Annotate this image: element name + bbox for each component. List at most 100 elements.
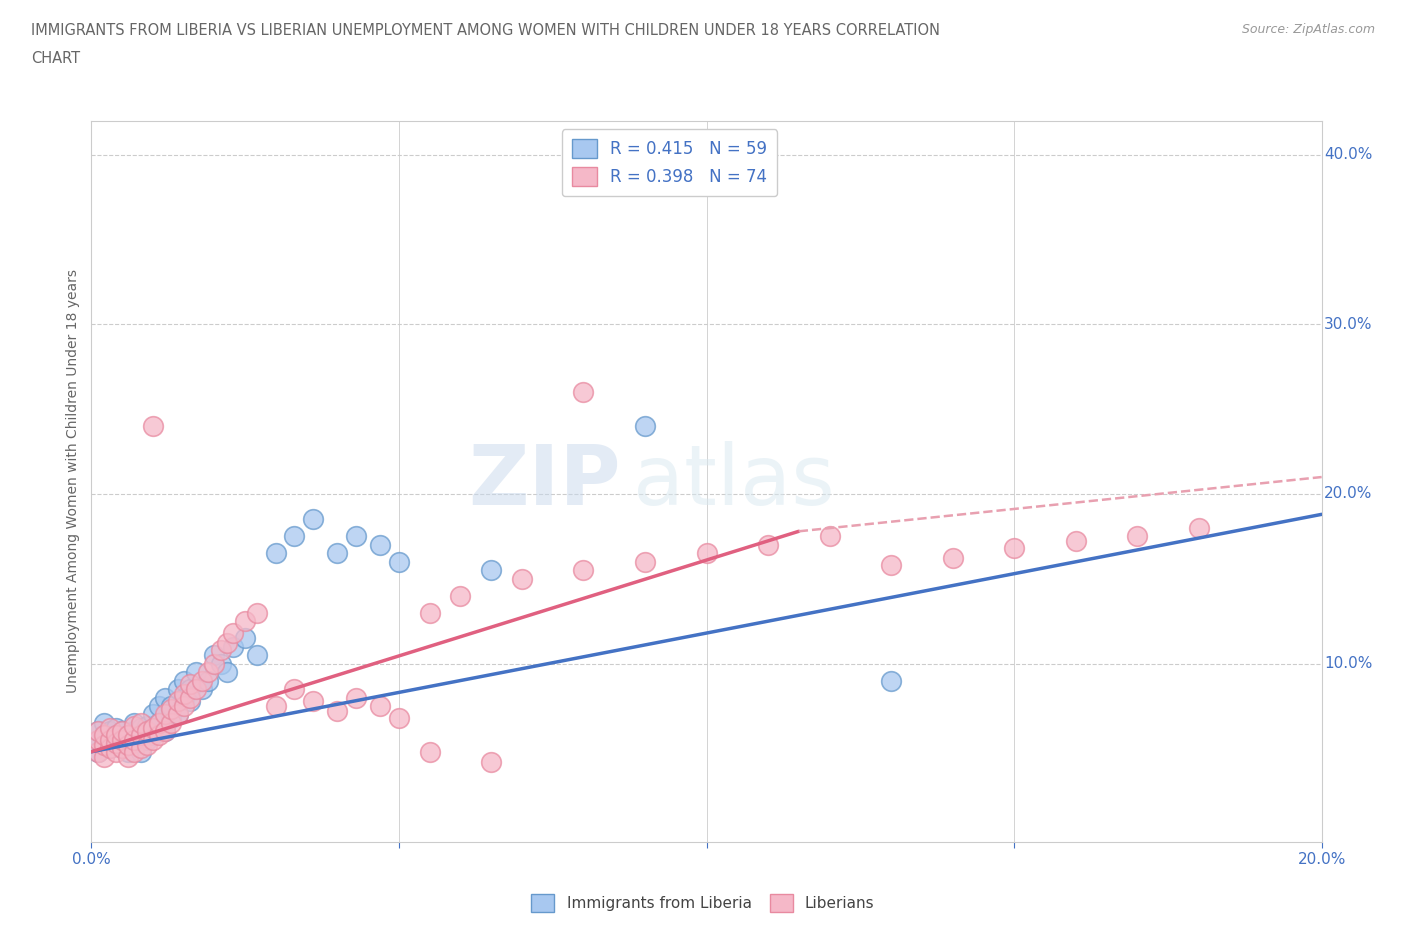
Point (1126, 529, 1149, 544)
Point (479, 563, 502, 578)
Text: atlas: atlas (633, 441, 834, 522)
Point (117, 727, 139, 742)
Point (142, 707, 165, 722)
Point (86, 733, 108, 748)
Point (209, 657, 232, 671)
Point (117, 737, 139, 752)
Point (419, 605, 441, 620)
Point (344, 529, 367, 544)
Point (86, 724, 108, 738)
Point (86, 733, 108, 748)
Point (191, 682, 214, 697)
Text: Source: ZipAtlas.com: Source: ZipAtlas.com (1241, 23, 1375, 36)
Point (117, 727, 139, 742)
Point (209, 643, 232, 658)
Point (105, 736, 127, 751)
Point (111, 741, 134, 756)
Point (696, 546, 718, 561)
Point (142, 733, 165, 748)
Point (344, 690, 367, 705)
Point (129, 727, 152, 742)
Point (942, 551, 965, 565)
Point (510, 571, 533, 586)
Point (634, 418, 657, 433)
Point (148, 727, 170, 742)
Point (129, 727, 152, 742)
Point (173, 686, 195, 701)
Point (233, 614, 256, 629)
Point (222, 639, 245, 654)
Point (98, 733, 121, 748)
Point (160, 711, 183, 725)
Point (179, 682, 201, 697)
Point (191, 673, 214, 688)
Point (202, 647, 225, 662)
Point (153, 707, 177, 722)
Point (173, 673, 195, 688)
Point (105, 727, 127, 742)
Point (105, 727, 127, 742)
Point (1002, 541, 1025, 556)
Point (326, 704, 349, 719)
Point (105, 744, 127, 759)
Point (93, 715, 115, 730)
Point (215, 665, 238, 680)
Point (301, 512, 323, 527)
Point (184, 665, 207, 680)
Point (572, 563, 595, 578)
Point (880, 673, 903, 688)
Point (111, 724, 134, 738)
Point (129, 744, 152, 759)
Point (86, 724, 108, 738)
Point (148, 715, 170, 730)
Point (160, 715, 183, 730)
Point (166, 707, 188, 722)
Point (179, 690, 201, 705)
Point (117, 750, 139, 764)
Point (215, 636, 238, 651)
Point (160, 702, 183, 717)
Point (135, 733, 157, 748)
Point (197, 665, 219, 680)
Point (129, 715, 152, 730)
Point (124, 724, 146, 738)
Point (449, 589, 471, 604)
Point (117, 744, 139, 759)
Point (142, 418, 165, 433)
Point (98, 733, 121, 748)
Point (818, 529, 841, 544)
Text: 10.0%: 10.0% (1324, 656, 1372, 671)
Point (135, 719, 157, 734)
Point (124, 719, 146, 734)
Legend: R = 0.415   N = 59, R = 0.398   N = 74: R = 0.415 N = 59, R = 0.398 N = 74 (562, 129, 778, 196)
Point (153, 690, 177, 705)
Text: 40.0%: 40.0% (1324, 147, 1372, 163)
Point (388, 554, 411, 569)
Point (86, 744, 108, 759)
Point (129, 741, 152, 756)
Point (179, 694, 201, 709)
Point (142, 721, 165, 736)
Point (326, 546, 349, 561)
Point (93, 750, 115, 764)
Point (370, 538, 392, 552)
Point (479, 754, 502, 769)
Legend: Immigrants from Liberia, Liberians: Immigrants from Liberia, Liberians (526, 888, 880, 918)
Point (86, 744, 108, 759)
Point (153, 724, 177, 738)
Point (1064, 534, 1087, 549)
Point (111, 724, 134, 738)
Text: 20.0%: 20.0% (1324, 486, 1372, 501)
Point (93, 727, 115, 742)
Point (117, 737, 139, 752)
Point (419, 744, 441, 759)
Point (880, 558, 903, 573)
Point (634, 554, 657, 569)
Point (160, 698, 183, 713)
Point (105, 736, 127, 751)
Point (129, 721, 152, 736)
Point (148, 715, 170, 730)
Point (222, 626, 245, 641)
Point (756, 538, 779, 552)
Point (388, 711, 411, 725)
